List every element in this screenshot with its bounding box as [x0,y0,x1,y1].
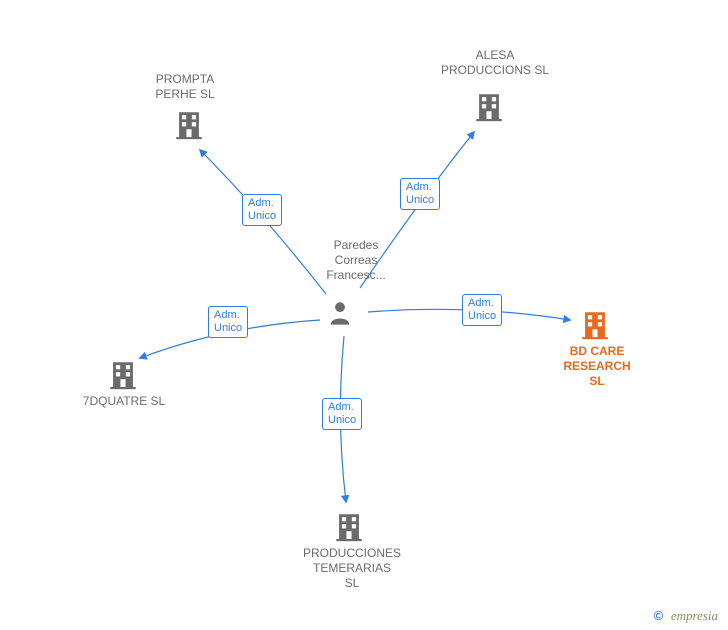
company-icon-producciones[interactable] [332,510,366,549]
watermark: © empresia [654,608,718,624]
company-label-bdcare: BD CARE RESEARCH SL [552,344,642,389]
company-icon-prompta[interactable] [172,108,206,147]
company-icon-bdcare[interactable] [578,308,612,347]
brand-name: empresia [671,608,718,623]
edge-label-7dquatre: Adm. Unico [208,306,248,338]
company-icon-alesa[interactable] [472,90,506,129]
person-label: Paredes Correas Francesc... [316,238,396,283]
edge-label-alesa: Adm. Unico [400,178,440,210]
person-icon[interactable] [326,298,354,333]
edge-label-producciones: Adm. Unico [322,398,362,430]
company-label-alesa: ALESA PRODUCCIONS SL [430,48,560,78]
company-label-producciones: PRODUCCIONES TEMERARIAS SL [296,546,408,591]
company-label-prompta: PROMPTA PERHE SL [140,72,230,102]
edge-label-prompta: Adm. Unico [242,194,282,226]
company-label-7dquatre: 7DQUATRE SL [74,394,174,409]
edge-label-bdcare: Adm. Unico [462,294,502,326]
company-icon-7dquatre[interactable] [106,358,140,397]
copyright-symbol: © [654,608,664,623]
